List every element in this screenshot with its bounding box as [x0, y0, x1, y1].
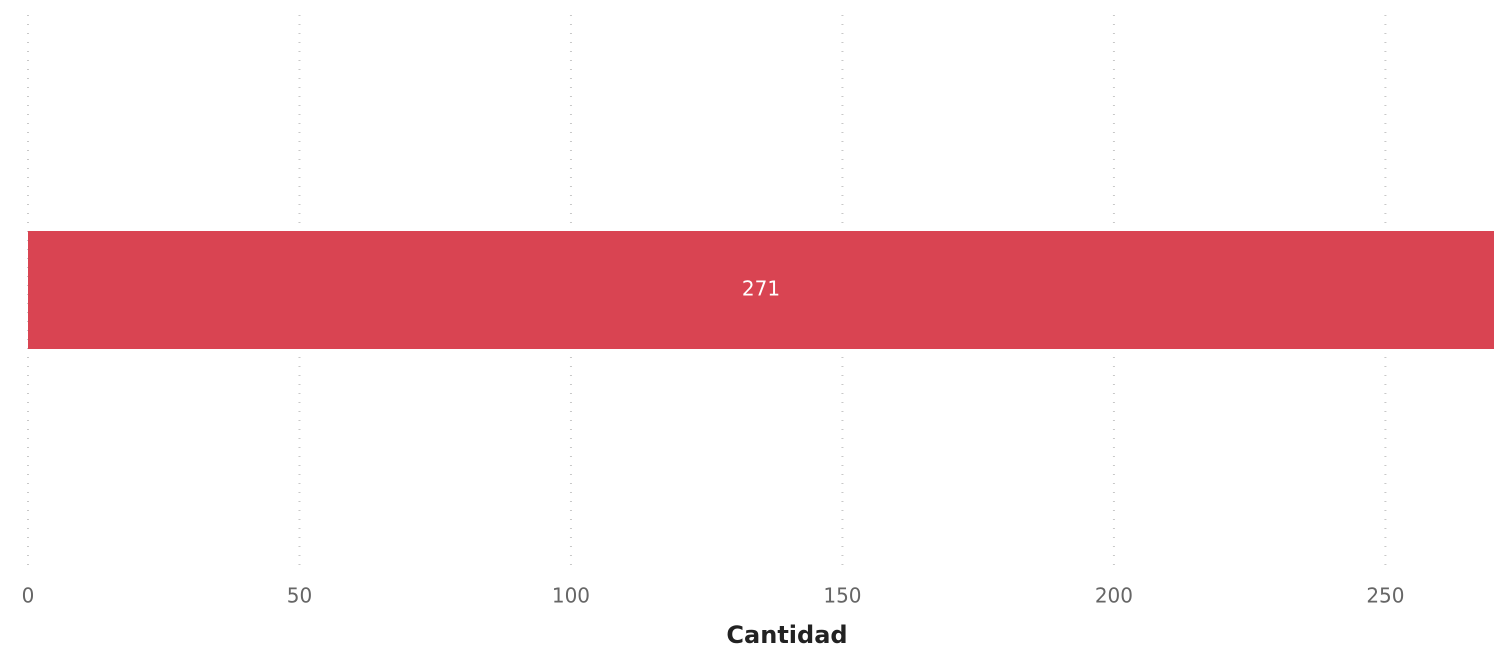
x-axis-title: Cantidad: [726, 621, 847, 649]
x-tick-label: 0: [22, 584, 35, 608]
data-label: 271: [742, 277, 780, 301]
x-tick-label: 250: [1366, 584, 1404, 608]
x-tick-label: 100: [552, 584, 590, 608]
x-tick-label: 50: [287, 584, 312, 608]
bar: [28, 231, 1494, 349]
x-tick-label: 150: [823, 584, 861, 608]
x-tick-label: 200: [1095, 584, 1133, 608]
